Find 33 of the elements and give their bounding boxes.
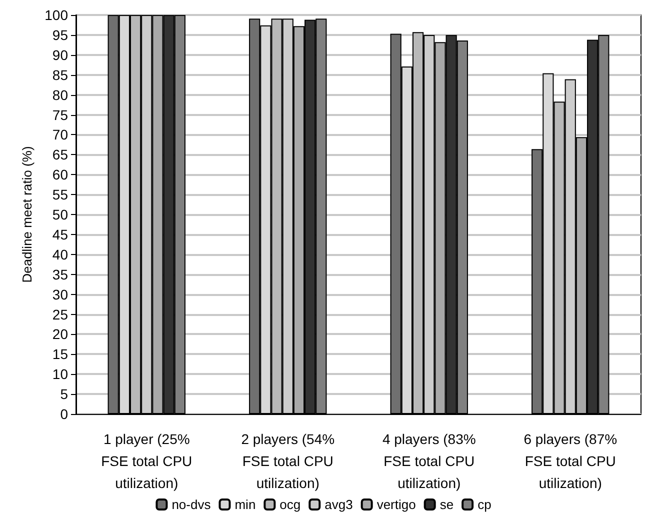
y-tick-label: 85 xyxy=(52,66,68,83)
y-tick-label: 75 xyxy=(52,106,68,123)
x-tick-label: 6 players (87% FSE total CPU utilization) xyxy=(524,431,618,491)
legend-label: se xyxy=(440,497,454,512)
y-tick-label: 90 xyxy=(52,46,68,63)
y-tick-label: 60 xyxy=(52,166,68,183)
x-tick-label: 4 players (83% FSE total CPU utilization) xyxy=(382,431,476,491)
y-tick-label: 100 xyxy=(44,7,68,23)
y-tick-label: 45 xyxy=(52,226,68,242)
x-tick-label: 1 player (25% FSE total CPU utilization) xyxy=(101,431,192,491)
y-axis-title: Deadline meet ratio (%) xyxy=(20,146,35,283)
y-tick-label: 20 xyxy=(52,326,68,342)
y-tick-label: 40 xyxy=(52,246,68,262)
y-tick-label: 70 xyxy=(52,126,68,143)
y-tick-label: 15 xyxy=(52,346,68,362)
legend-label: min xyxy=(234,497,256,512)
y-tick-label: 5 xyxy=(60,386,68,402)
y-tick-label: 35 xyxy=(52,266,68,282)
legend-label: no-dvs xyxy=(172,497,212,512)
legend-label: ocg xyxy=(280,497,301,512)
y-tick-label: 95 xyxy=(52,26,68,43)
y-tick-label: 25 xyxy=(52,306,68,322)
x-tick-label: 2 players (54% FSE total CPU utilization) xyxy=(241,431,335,491)
y-tick-label: 30 xyxy=(52,286,68,302)
legend-label: cp xyxy=(478,497,492,512)
legend-label: vertigo xyxy=(376,497,416,512)
y-tick-label: 50 xyxy=(52,206,68,222)
y-tick-label: 80 xyxy=(52,86,68,103)
y-tick-label: 65 xyxy=(52,146,68,163)
y-tick-label: 55 xyxy=(52,186,68,203)
y-tick-label: 10 xyxy=(52,366,68,382)
legend-label: avg3 xyxy=(324,497,353,512)
y-tick-label: 0 xyxy=(60,406,68,422)
